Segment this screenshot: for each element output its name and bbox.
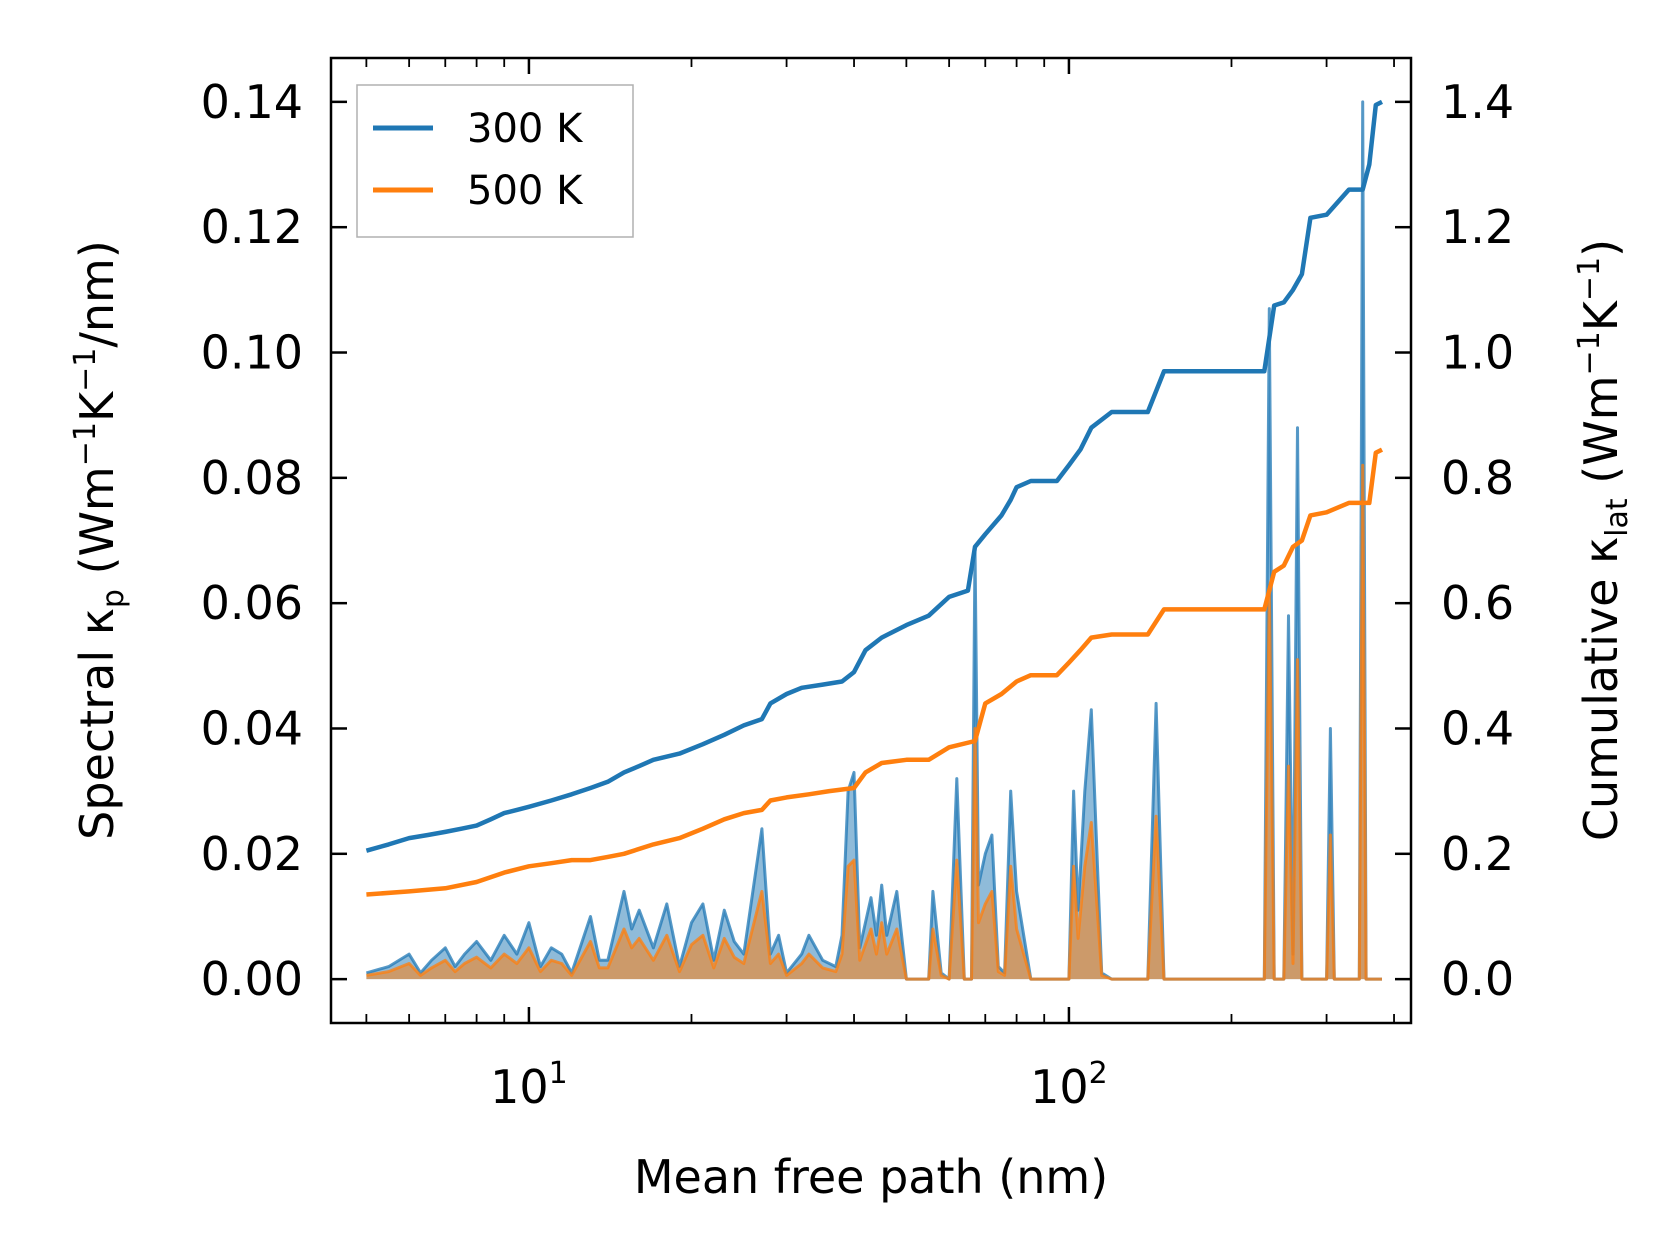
x-axis-label: Mean free path (nm) (634, 1150, 1108, 1204)
axis-ticks-group (331, 58, 1411, 1023)
right-y-label-sub: lat (1600, 498, 1635, 537)
x-tick-label: 102 (1030, 1056, 1108, 1114)
right-y-label-sup-b: −1 (1572, 257, 1607, 301)
right-y-label-units-b: K (1574, 299, 1628, 331)
right-y-tick-label: 1.0 (1441, 326, 1514, 380)
left-y-tick-label: 0.04 (201, 701, 303, 755)
x-tick-label: 101 (490, 1056, 568, 1114)
left-y-label-sub: p (96, 589, 131, 608)
left-y-label-units-c: /nm) (70, 240, 124, 347)
legend-label-300k: 300 K (467, 106, 584, 152)
left-y-tick-label: 0.02 (201, 827, 303, 881)
right-y-tick-label: 0.2 (1441, 827, 1514, 881)
cumulative-series-group (365, 99, 1384, 897)
legend-frame (356, 84, 634, 238)
right-y-tick-label: 1.2 (1441, 200, 1514, 254)
left-y-label-units-b: K (70, 390, 124, 422)
left-y-tick-label: 0.12 (201, 200, 303, 254)
left-y-tick-label: 0.10 (201, 326, 303, 380)
right-y-label-sup-a: −1 (1572, 331, 1607, 375)
right-y-tick-label: 0.0 (1441, 952, 1514, 1006)
left-y-tick-label: 0.00 (201, 952, 303, 1006)
cumulative-line-300k (365, 99, 1384, 853)
right-y-tick-label: 1.4 (1441, 75, 1514, 129)
spectral-series-group (365, 100, 1382, 981)
right-y-label-units-a: (Wm (1574, 375, 1628, 498)
right-y-tick-label: 0.6 (1441, 576, 1514, 630)
cumulative-line-500k (366, 447, 1384, 897)
left-y-tick-label: 0.14 (201, 75, 303, 129)
spectral-line-500k (366, 463, 1382, 981)
left-y-label-sup-a: −1 (68, 422, 103, 466)
left-y-axis-label: Spectral κp (Wm−1K−1/nm) (68, 240, 131, 840)
left-y-label-sup-b: −1 (68, 348, 103, 392)
left-y-tick-label: 0.06 (201, 576, 303, 630)
right-y-axis-label: Cumulative κlat (Wm−1K−1) (1572, 239, 1635, 841)
tick-labels-group: 0.00 0.02 0.04 0.06 0.08 0.10 0.12 0.14 0.0 0.2 0.… (201, 75, 1515, 1114)
legend: 300 K 500 K (356, 84, 634, 238)
left-y-label-units-a: (Wm (70, 466, 124, 589)
left-y-label-prefix: Spectral κ (70, 608, 124, 840)
plot-frame (329, 56, 1413, 1025)
left-y-tick-label: 0.08 (201, 451, 303, 505)
right-y-tick-label: 0.8 (1441, 451, 1514, 505)
right-y-label-units-c: ) (1574, 239, 1628, 257)
right-y-tick-label: 0.4 (1441, 701, 1514, 755)
right-y-label-prefix: Cumulative κ (1574, 537, 1628, 841)
legend-label-500k: 500 K (467, 168, 584, 214)
